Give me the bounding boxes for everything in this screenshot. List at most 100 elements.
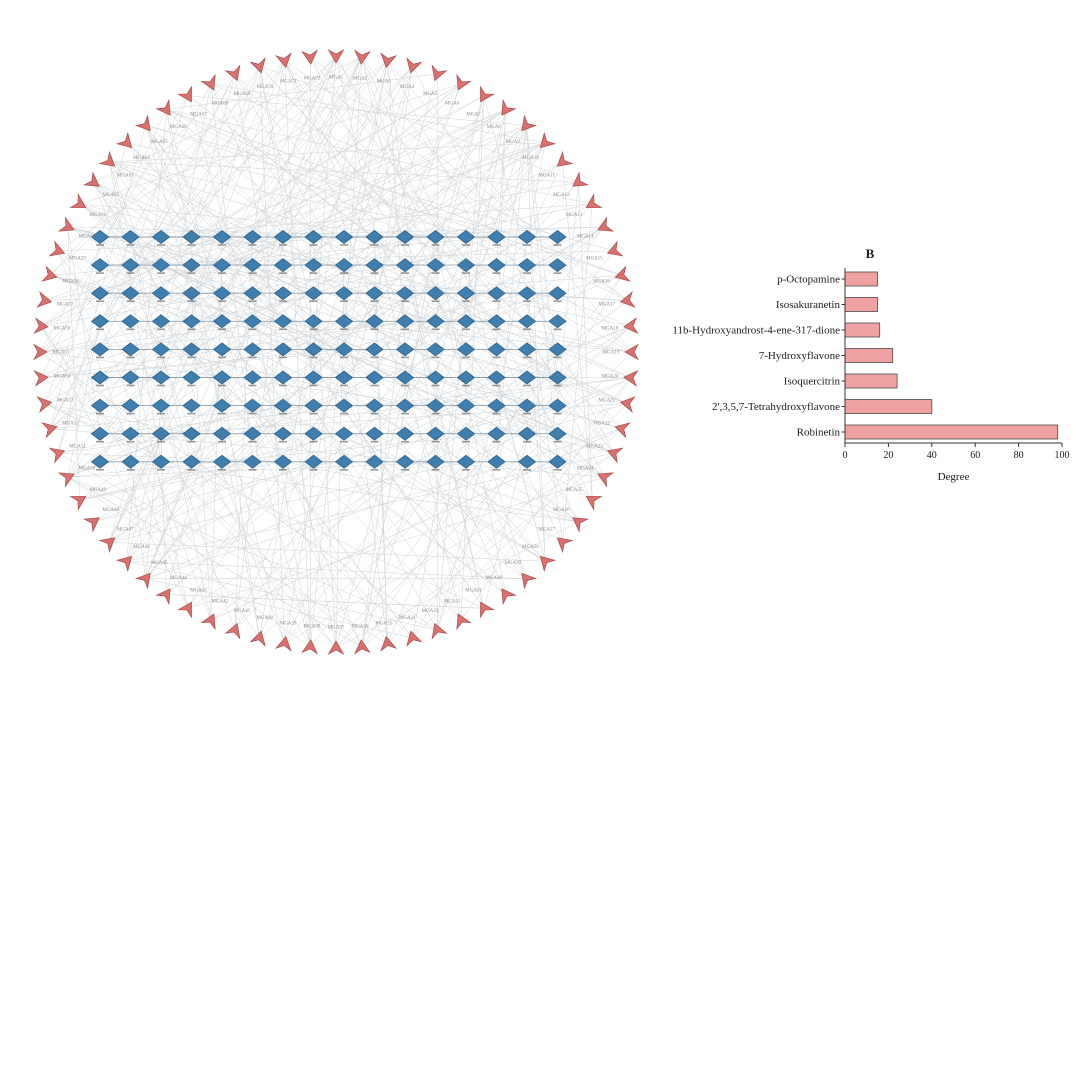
target-node-arrow-icon [98, 150, 116, 167]
edge [282, 377, 337, 649]
compound-node-label [462, 300, 470, 302]
edge [160, 56, 362, 238]
edge [313, 55, 337, 350]
target-node-label: MGA55 [53, 351, 70, 356]
target-node-arrow-icon [48, 240, 66, 257]
edge [109, 433, 284, 543]
edge [79, 161, 563, 501]
edge [191, 66, 260, 238]
compound-node-label [340, 328, 348, 331]
edge [145, 182, 579, 579]
edge [126, 561, 438, 631]
edge [126, 561, 527, 579]
target-node [597, 216, 615, 232]
compound-node-diamond-icon [243, 426, 262, 441]
target-node-arrow-icon [98, 537, 116, 554]
category-label: Isoquercitrin [784, 376, 841, 388]
target-node [200, 613, 216, 631]
compound-node-label [492, 300, 501, 302]
compound-node-label [187, 412, 196, 415]
target-node-label: MGA62 [102, 193, 119, 198]
compound-node-diamond-icon [90, 286, 110, 301]
target-node [327, 640, 345, 655]
edge [282, 83, 462, 238]
compound-node-diamond-icon [121, 342, 140, 357]
target-node [98, 150, 116, 167]
compound-node-label [157, 440, 165, 443]
compound-node-label [370, 384, 379, 387]
compound-node-diamond-icon [487, 398, 506, 413]
edge [109, 161, 406, 434]
target-node-label: MGA11 [538, 174, 555, 179]
target-node-label: MGA69 [234, 92, 251, 97]
target-node-label: MGA24 [577, 467, 594, 472]
compound-node-label [431, 412, 440, 415]
target-node [275, 52, 292, 69]
compound-node-label [157, 356, 165, 359]
compound-node-label [340, 384, 348, 387]
compound-node-label [126, 244, 135, 246]
compound-node-label [401, 300, 409, 302]
edge [191, 65, 413, 350]
compound-node-label [553, 272, 562, 274]
target-node-arrow-icon [327, 49, 345, 64]
target-node-label: MGA31 [465, 589, 482, 594]
compound-node-diamond-icon [456, 398, 476, 413]
edge [404, 83, 462, 238]
target-node-arrow-icon [134, 114, 151, 132]
target-node [606, 240, 624, 257]
edge [50, 275, 558, 434]
target-node [619, 396, 636, 413]
target-node-label: MGA56 [54, 327, 71, 332]
compound-node-diamond-icon [273, 258, 293, 273]
compound-node-label [248, 356, 257, 359]
compound-node-diamond-icon [304, 229, 323, 245]
compound-node-diamond-icon [487, 314, 506, 329]
compound-node-diamond-icon [517, 258, 537, 273]
target-node [177, 85, 192, 103]
compound-node-label [462, 440, 470, 443]
edge [435, 109, 507, 378]
target-node-label: MGA1 [329, 76, 344, 81]
compound-node-diamond-icon [456, 258, 476, 273]
target-node [456, 73, 472, 91]
edge [39, 321, 436, 353]
compound-node-diamond-icon [273, 342, 293, 357]
edge [79, 203, 314, 406]
compound-node-diamond-icon [304, 370, 323, 385]
edge [40, 109, 167, 378]
target-node [521, 572, 538, 590]
edge [496, 405, 605, 478]
edge [374, 236, 388, 644]
compound-node-diamond-icon [365, 258, 384, 273]
target-node-arrow-icon [456, 613, 472, 631]
target-node [480, 85, 495, 103]
edge [404, 142, 546, 406]
compound-node-label [401, 469, 409, 471]
target-node-arrow-icon [606, 240, 624, 257]
edge [109, 161, 314, 462]
edge [187, 95, 527, 126]
target-node [36, 291, 53, 308]
compound-node-label [309, 272, 318, 274]
target-node-label: MGA47 [117, 527, 134, 532]
compound-node-diamond-icon [395, 454, 415, 469]
compound-node-diamond-icon [456, 370, 476, 385]
edge [374, 66, 413, 322]
compound-node-label [279, 384, 287, 387]
target-node-arrow-icon [354, 49, 371, 65]
target-node-label: MGA29 [504, 561, 521, 566]
target-node-arrow-icon [33, 317, 49, 334]
compound-node-label [431, 300, 440, 302]
compound-node-diamond-icon [517, 426, 537, 441]
compound-node-label [340, 440, 348, 443]
compound-node-label [523, 440, 531, 443]
compound-node-label [218, 300, 226, 302]
edge [404, 95, 485, 350]
edge [436, 377, 528, 631]
target-node-arrow-icon [36, 291, 53, 308]
edge [39, 321, 284, 353]
edge [67, 226, 80, 501]
target-node-label: MGA4 [400, 85, 415, 90]
edge [57, 236, 131, 454]
